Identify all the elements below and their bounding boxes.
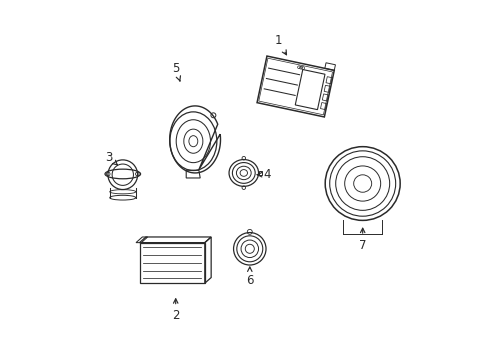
Text: 2: 2: [172, 299, 179, 322]
Text: 6: 6: [245, 267, 253, 287]
Text: 7: 7: [358, 228, 366, 252]
Text: 3: 3: [105, 150, 117, 165]
Text: 1: 1: [274, 34, 286, 55]
Text: 4: 4: [257, 168, 271, 181]
Text: 5: 5: [172, 62, 180, 81]
